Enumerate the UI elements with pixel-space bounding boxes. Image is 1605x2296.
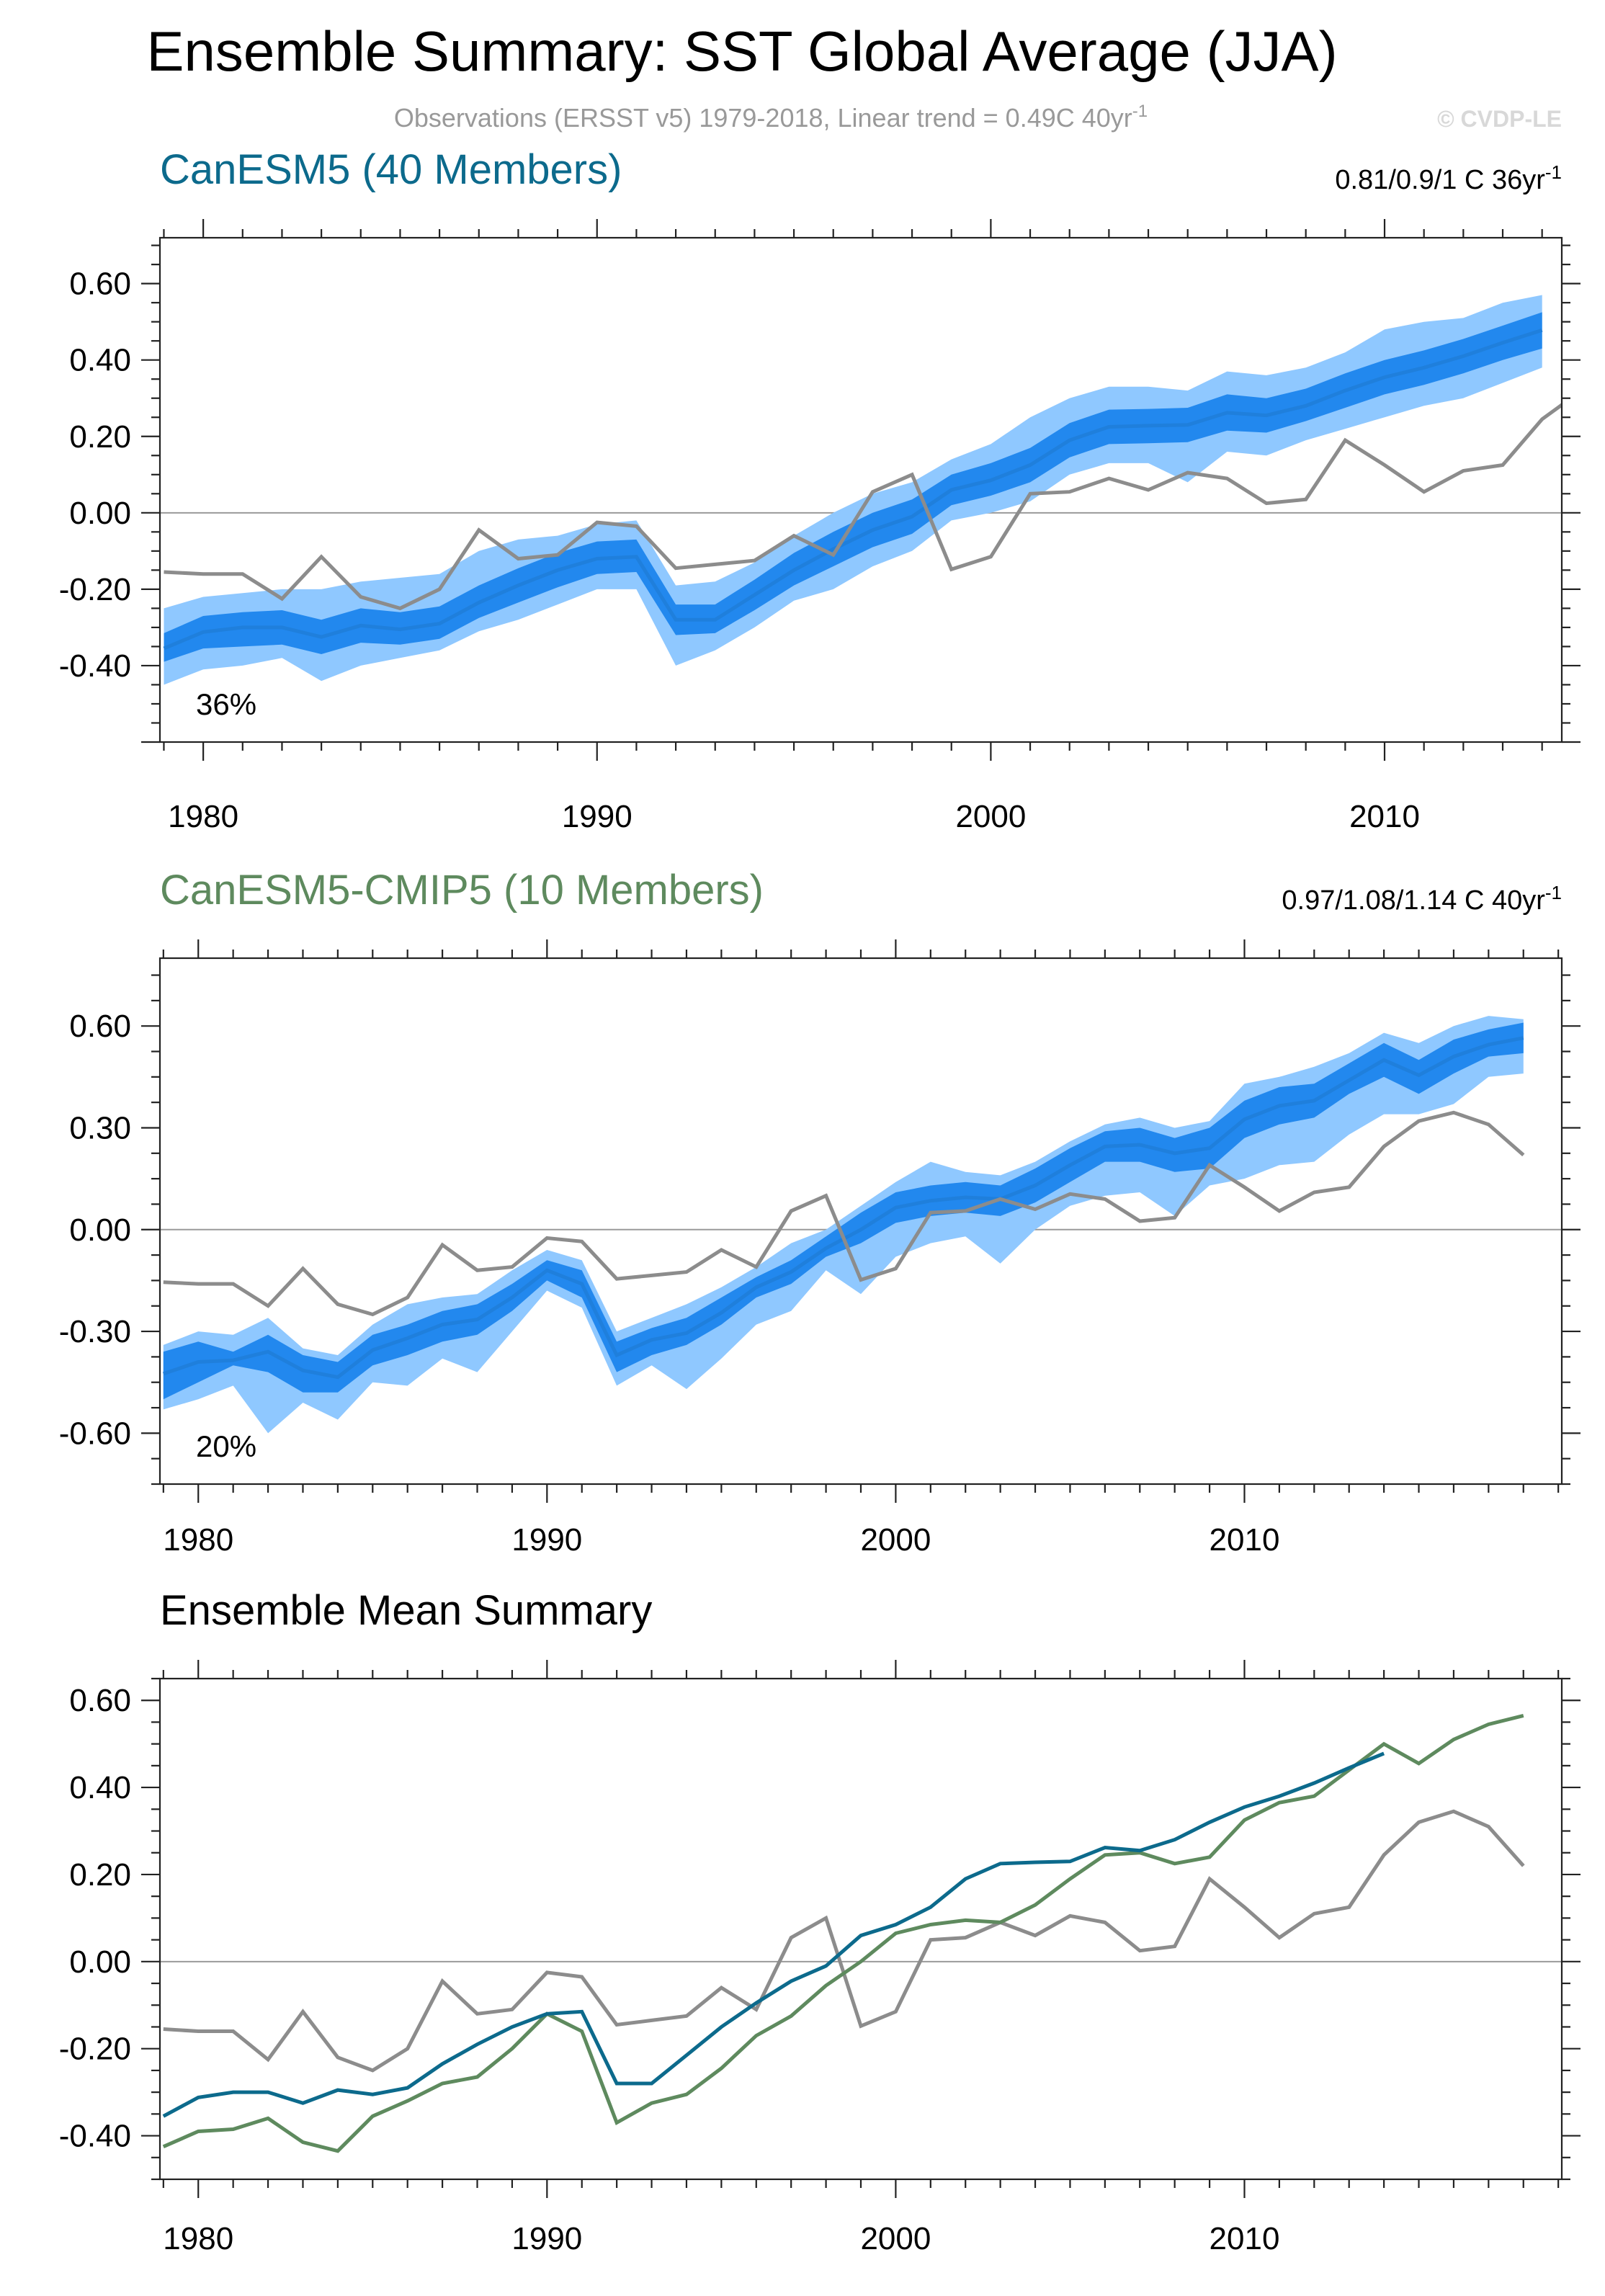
plot-area (160, 1016, 1562, 1434)
axis-frame (158, 236, 1563, 743)
trend-label: 0.81/0.9/1 C 36yr-1 (1335, 161, 1562, 195)
observations-line (163, 1809, 1525, 2073)
x-tick-label: 2010 (1349, 799, 1420, 834)
y-tick-label: -0.40 (59, 2119, 131, 2154)
y-tick-label: -0.40 (59, 648, 131, 684)
y-tick-label: 0.00 (69, 1944, 131, 1980)
y-tick-label: 0.20 (69, 419, 131, 455)
x-tick-label: 1980 (168, 799, 238, 834)
canesm5-mean-line (162, 1751, 1385, 2118)
y-tick-label: 0.20 (69, 1857, 131, 1893)
canesm5-cmip5-mean-line (162, 1713, 1524, 2153)
ensemble-iqr-band (164, 312, 1542, 662)
trend-label: 0.97/1.08/1.14 C 40yr-1 (1282, 882, 1562, 916)
panel-title: CanESM5-CMIP5 (10 Members) (160, 867, 764, 914)
y-tick-label: 0.60 (69, 267, 131, 302)
y-tick-label: -0.60 (59, 1416, 131, 1451)
chart-panel-3: Ensemble Mean Summary 1980 1990 2000 2010 -0.… (59, 1587, 1581, 2256)
y-tick-label: 0.00 (69, 496, 131, 531)
watermark: © CVDP-LE (1437, 106, 1562, 132)
observations-line (163, 1110, 1525, 1317)
x-tick-label: 1990 (511, 2221, 582, 2256)
y-tick-label: 0.40 (69, 343, 131, 378)
x-tick-label: 2000 (860, 1522, 931, 1558)
x-tick-label: 1980 (163, 2221, 233, 2256)
subtitle-superscript: -1 (1132, 102, 1148, 121)
x-tick-label: 2000 (860, 2221, 931, 2256)
plot-area (160, 295, 1562, 685)
figure-subtitle: Observations (ERSST v5) 1979-2018, Linea… (394, 102, 1148, 133)
observations-line (164, 402, 1562, 611)
percentile-label: 36% (196, 687, 256, 721)
plot-area (160, 1713, 1562, 2153)
figure-title: Ensemble Summary: SST Global Average (JJ… (146, 19, 1337, 83)
x-tick-label: 1990 (511, 1522, 582, 1558)
panels: CanESM5 (40 Members) 0.81/0.9/1 C 36yr-13… (59, 146, 1581, 2256)
ensemble-mean-line (163, 328, 1543, 651)
y-tick-label: 0.60 (69, 1683, 131, 1718)
axis-frame (158, 1677, 1563, 2181)
trend-label-text: 0.97/1.08/1.14 C 40yr (1282, 885, 1545, 916)
trend-label-text: 0.81/0.9/1 C 36yr (1335, 165, 1545, 195)
chart-panel-1: CanESM5 (40 Members) 0.81/0.9/1 C 36yr-1 3… (59, 146, 1581, 834)
panel-title: Ensemble Mean Summary (160, 1587, 652, 1634)
y-tick-label: -0.20 (59, 2032, 131, 2067)
panel-title: CanESM5 (40 Members) (160, 146, 622, 193)
x-tick-label: 1990 (562, 799, 632, 834)
percentile-label: 20% (196, 1429, 256, 1463)
trend-label-superscript: -1 (1545, 882, 1562, 903)
trend-label-superscript: -1 (1545, 161, 1562, 183)
y-tick-label: 0.40 (69, 1770, 131, 1805)
chart-panel-2: CanESM5-CMIP5 (10 Members) 0.97/1.08/1.14… (59, 867, 1581, 1558)
x-tick-label: 2010 (1210, 2221, 1280, 2256)
y-tick-label: 0.60 (69, 1009, 131, 1044)
y-tick-label: 0.30 (69, 1110, 131, 1145)
subtitle-text: Observations (ERSST v5) 1979-2018, Linea… (394, 103, 1132, 133)
y-tick-label: 0.00 (69, 1212, 131, 1248)
y-tick-label: -0.30 (59, 1314, 131, 1349)
y-tick-label: -0.20 (59, 572, 131, 607)
x-tick-label: 2010 (1210, 1522, 1280, 1558)
x-tick-label: 2000 (955, 799, 1026, 834)
x-tick-label: 1980 (163, 1522, 233, 1558)
